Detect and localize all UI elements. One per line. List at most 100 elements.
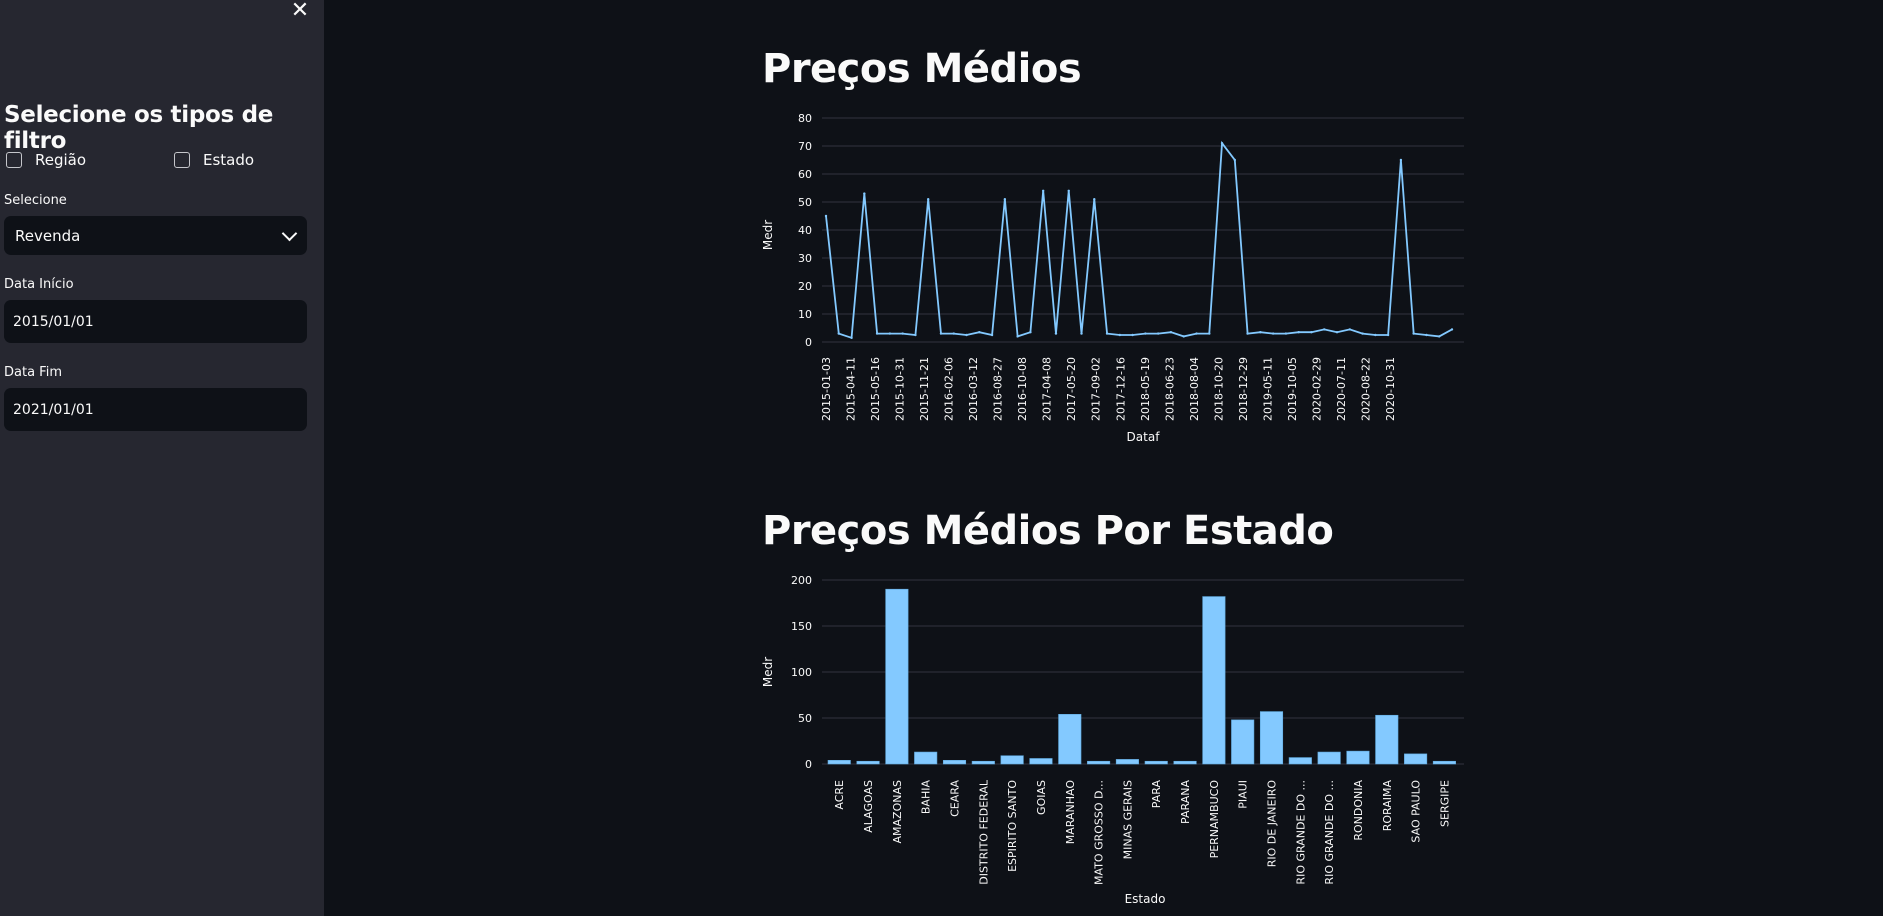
data-point [1310,331,1313,334]
x-tick-label: MATO GROSSO D... [1093,780,1106,885]
date-end-value: 2021/01/01 [13,401,94,418]
x-tick-label: RIO GRANDE DO ... [1294,780,1307,885]
x-tick-label: RIO DE JANEIRO [1266,780,1279,868]
data-point [1259,331,1262,334]
checkbox-regiao[interactable]: Região [6,151,86,169]
close-icon[interactable]: ✕ [290,0,310,23]
x-axis-title: Dataf [1127,430,1161,444]
x-tick-label: RIO GRANDE DO ... [1323,780,1336,885]
data-point [1284,332,1288,335]
bar [1432,760,1456,765]
x-tick-label: 2015-11-21 [918,357,931,421]
x-tick-label: 2018-10-20 [1212,357,1225,421]
data-point [1425,333,1428,337]
y-tick-label: 0 [805,336,812,349]
data-point [1348,328,1351,331]
bar [1173,760,1197,765]
data-point [1438,335,1441,338]
bar [1144,760,1168,765]
checkbox-estado-label: Estado [203,151,255,169]
data-point [965,333,968,337]
data-point [1131,333,1134,337]
data-point [901,332,904,335]
x-tick-label: PIAUI [1237,780,1250,809]
type-select[interactable]: Revenda [4,216,307,255]
checkbox-estado-box[interactable] [174,152,190,168]
checkbox-regiao-box[interactable] [6,152,22,168]
sidebar-title: Selecione os tipos de filtro [4,102,274,154]
data-point [1361,332,1364,335]
data-point [1297,331,1300,334]
bar [1259,711,1284,765]
data-point [1156,332,1160,335]
bar [1029,758,1053,765]
y-axis-title: Medr [761,220,775,250]
bar [885,588,909,765]
data-point [1029,331,1032,334]
data-point [1003,198,1007,201]
x-tick-label: 2015-01-03 [820,357,833,421]
x-tick-label: CEARA [949,780,962,817]
x-tick-label: 2017-05-20 [1065,357,1078,421]
date-start-input[interactable]: 2015/01/01 [4,300,307,343]
bar [1202,596,1226,765]
data-point [1271,332,1275,335]
bar [1087,760,1111,765]
select-label: Selecione [4,193,67,208]
x-tick-label: ALAGOAS [862,780,875,833]
type-select-value: Revenda [15,226,81,245]
x-tick-label: 2020-08-22 [1359,357,1372,421]
data-point [927,198,930,201]
x-tick-label: 2018-05-19 [1139,357,1152,421]
x-tick-label: 2018-08-04 [1188,357,1201,421]
data-point [952,332,955,335]
data-point [1105,332,1109,335]
data-point [1399,158,1403,162]
checkbox-estado[interactable]: Estado [174,151,254,169]
data-point [1080,332,1083,335]
data-point [990,333,994,337]
x-tick-label: DISTRITO FEDERAL [977,779,990,885]
y-tick-label: 200 [791,574,812,587]
x-tick-label: 2016-10-08 [1016,357,1029,421]
y-tick-label: 40 [798,224,812,237]
data-point [939,332,943,335]
chevron-down-icon[interactable] [281,225,298,241]
x-tick-label: ESPIRITO SANTO [1006,780,1019,872]
x-tick-label: SAO PAULO [1410,780,1423,843]
y-tick-label: 70 [798,140,812,153]
bar [1231,719,1255,765]
x-tick-label: 2015-05-16 [869,357,882,421]
date-end-input[interactable]: 2021/01/01 [4,388,307,431]
x-tick-label: 2015-10-31 [894,357,907,421]
x-tick-label: 2018-12-29 [1237,357,1250,421]
series-line [825,140,1453,340]
data-point [1054,332,1058,335]
y-tick-label: 50 [798,196,812,209]
x-tick-label: SERGIPE [1438,780,1451,827]
data-point [1169,331,1173,334]
y-tick-label: 80 [798,112,812,125]
x-tick-label: ACRE [833,780,846,810]
data-point [837,332,840,335]
checkbox-regiao-label: Região [35,151,87,169]
bar [1288,757,1312,765]
x-tick-label: PERNAMBUCO [1208,780,1221,859]
bar [827,760,851,765]
data-point [1118,333,1122,337]
y-tick-label: 30 [798,252,812,265]
x-tick-label: 2020-10-31 [1384,357,1397,421]
x-tick-label: MARANHAO [1064,780,1077,845]
data-point [1450,328,1454,331]
y-tick-label: 50 [798,712,812,725]
x-tick-label: 2019-10-05 [1286,357,1299,421]
data-point [1246,332,1249,335]
y-tick-label: 60 [798,168,812,181]
bar [942,760,967,765]
y-tick-label: 0 [805,758,812,771]
data-point [1374,333,1377,337]
data-point [1195,332,1198,335]
y-tick-label: 20 [798,280,812,293]
section-title: Preços Médios Por Estado [762,508,1334,554]
data-point [1041,189,1045,192]
